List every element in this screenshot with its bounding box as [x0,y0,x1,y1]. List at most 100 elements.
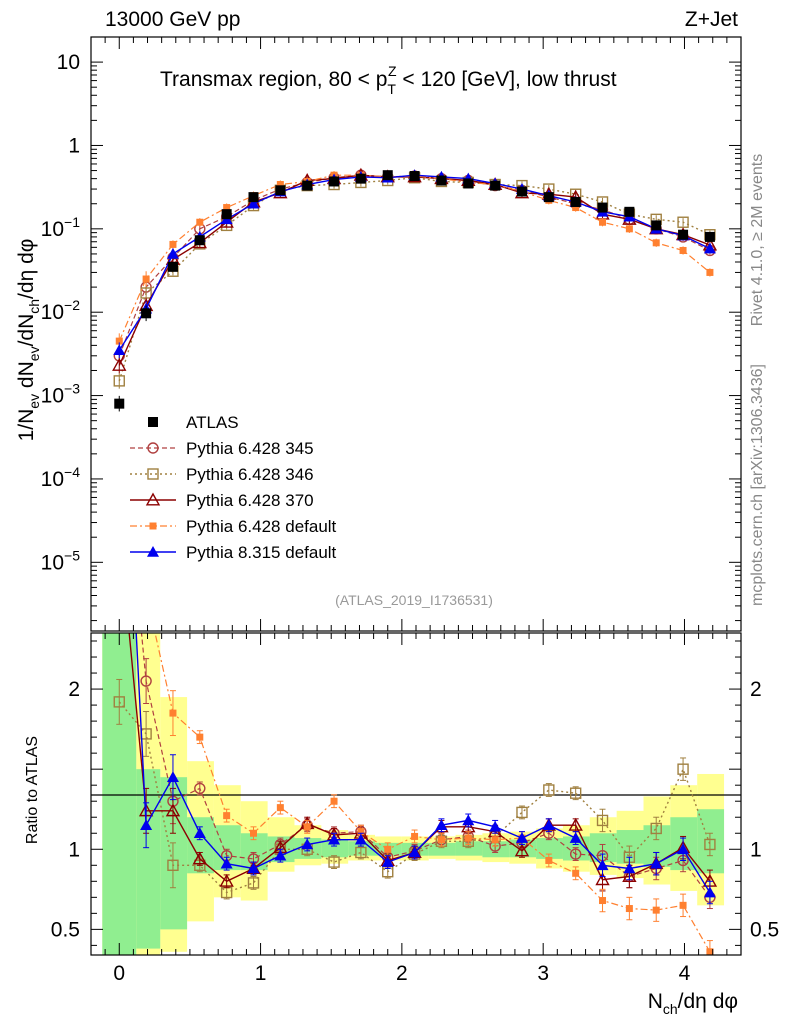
main-frame [90,36,742,632]
main-ytick-label: 10−5 [41,547,81,574]
ratio-point-p346 [355,846,367,859]
main-point-atlas [248,192,259,203]
ratio-point-p8 [462,814,475,826]
chart-title-sub: T [387,81,396,97]
main-point-atlas [355,173,366,184]
ratio-ytick-label-right: 1 [750,838,762,861]
main-point-p8 [703,242,716,254]
main-ytick-base: 1 [68,134,80,157]
ratio-point-p346 [247,877,260,889]
rivet-label: Rivet 4.1.0, ≥ 2M events [749,154,766,326]
main-point-pdef [115,337,123,345]
main-line-p346 [118,176,711,382]
ratio-point-p8 [193,827,206,839]
ratio-band-green [455,841,483,856]
ratio-point-p8 [166,771,179,782]
main-ytick-exp: −3 [64,381,80,397]
ratio-band-green [536,838,563,859]
ylabel-d: ev [26,346,42,361]
xtick-label: 1 [255,962,267,985]
ratio-band-green [321,839,349,858]
ratio-band-green [589,833,617,863]
ratio-point-pdef [169,709,177,717]
ratio-point-p8 [354,833,367,845]
xlabel: Nch/dη dφ [648,990,738,1017]
ylabel-a: 1/N [15,409,38,442]
xlabel-a: N [648,990,663,1013]
ratio-panel: 0.5 0.5 1 1 2 2 0 1 2 3 4 Ratio to ATLAS Nch/dη dφ [24,632,779,1017]
legend: ATLAS Pythia 6.428 345 Pythia 6.428 346 Pyt… [130,413,337,562]
ratio-point-p8 [408,846,421,858]
ylabel-g: /dη dφ [15,239,38,299]
main-ytick-label: 10−3 [41,381,81,408]
xlabel-b: ch [663,1001,678,1017]
ratio-point-pdef [276,804,284,812]
main-ytick-label: 10 [57,51,80,74]
main-line-p8 [118,174,711,351]
ratio-point-p8 [435,819,448,831]
ratio-point-p346 [328,856,340,868]
main-point-atlas [329,176,340,187]
main-point-p346 [677,216,689,228]
main-point-atlas [275,185,286,196]
main-point-atlas [624,206,635,217]
main-point-atlas [543,192,554,203]
main-point-atlas [570,196,581,207]
ratio-band-green [136,769,161,949]
ratio-ytick-label-left: 1 [68,838,80,861]
ratio-point-p346 [650,822,662,835]
ratio-line-p345 [140,633,711,898]
ratio-point-p346 [113,696,125,708]
ratio-point-p370 [219,873,234,887]
ratio-point-p346 [596,814,609,827]
main-point-atlas [490,180,501,191]
ratio-point-p345 [569,848,582,860]
main-point-p8 [166,247,179,259]
main-point-atlas [463,178,474,189]
main-point-pdef [276,181,284,189]
main-ytick-base: 10 [41,468,64,491]
legend-label-pdef: Pythia 6.428 default [186,517,337,536]
ratio-band-green [616,830,644,864]
ratio-point-pdef [250,829,257,837]
ratio-point-p8 [301,838,314,850]
main-ytick-exp: −5 [64,547,80,563]
ratio-point-p346 [704,838,716,851]
main-ytick-label: 10−1 [41,214,81,241]
ylabel-b: ev [26,394,42,409]
main-ytick-base: 10 [41,218,64,241]
chart-title-pre: Transmax region, 80 < p [160,68,387,91]
ratio-ytick-label-right: 0.5 [750,918,779,941]
ratio-point-p8 [623,862,636,874]
main-point-atlas [597,202,608,213]
ratio-point-p8 [220,857,233,869]
main-point-atlas [678,229,689,240]
ratio-point-pdef [491,836,499,844]
main-point-pdef [706,268,714,276]
main-point-atlas [221,209,232,220]
main-ytick-label: 10−2 [41,297,81,324]
process-label: Z+Jet [685,8,738,31]
main-line-p345 [118,174,711,357]
ratio-point-p8 [328,833,341,845]
xtick-label: 4 [679,962,691,985]
main-ytick-base: 10 [57,51,80,74]
main-point-atlas [516,186,527,197]
legend-label-p346: Pythia 6.428 346 [186,465,314,484]
ratio-point-pdef [357,828,365,836]
main-line-pdef [118,174,711,342]
analysis-watermark: (ATLAS_2019_I1736531) [335,592,493,608]
ylabel-f: ch [26,299,42,314]
main-ytick-exp: −2 [64,297,80,313]
ratio-point-p8 [381,856,394,867]
ratio-point-p346 [543,784,555,796]
main-ylabel: 1/Nev dNev/dNch/dη dφ [15,239,42,442]
energy-label: 13000 GeV pp [105,8,240,31]
ratio-point-p8 [489,820,502,832]
ratio-ticks: 0.5 0.5 1 1 2 2 0 1 2 3 4 [51,633,779,985]
main-point-pdef [196,218,204,226]
ratio-point-p345 [194,782,206,795]
ratio-band-green [102,633,137,955]
